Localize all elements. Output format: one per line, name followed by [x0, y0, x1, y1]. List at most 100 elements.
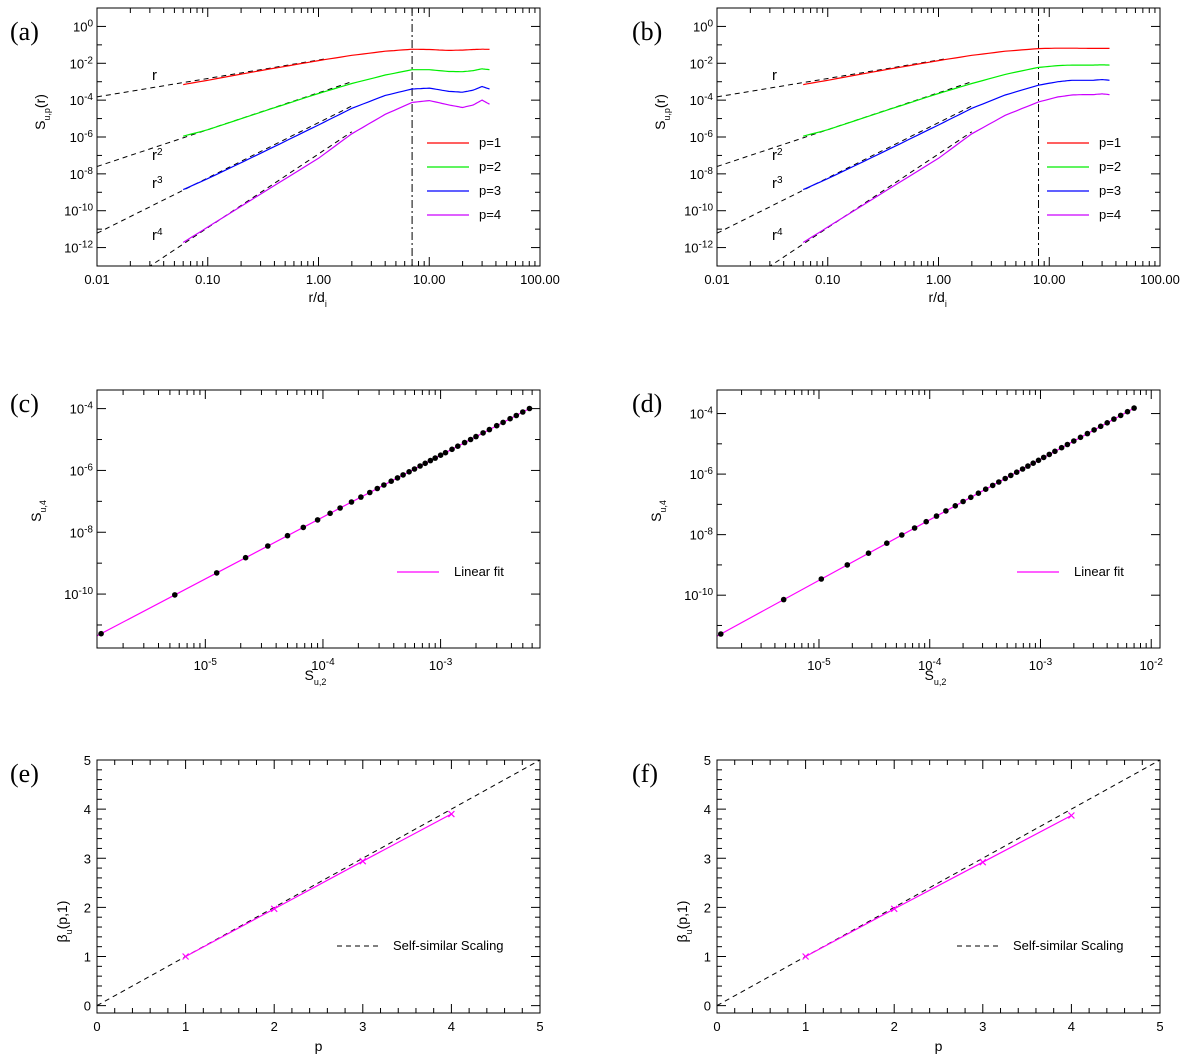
tick-base: 10: [70, 463, 84, 478]
tick-base: 10: [690, 93, 704, 108]
panel-c: (c)10-5 10-4 10-310-1010-810-610-4Su,2Su,4…: [10, 389, 541, 687]
label-tail: (r): [32, 94, 48, 108]
data-point: [467, 436, 474, 443]
data-point: [417, 463, 423, 469]
self-similar-line: [96, 759, 541, 1007]
data-point: [1052, 448, 1058, 455]
y-tick-label: 10-10: [64, 586, 93, 603]
label-main: r/d: [309, 289, 325, 305]
measured-line: [805, 814, 1072, 958]
superscript: -4: [84, 92, 93, 103]
data-point: [432, 455, 439, 461]
data-point: [1104, 420, 1110, 426]
data-point: [933, 513, 940, 519]
label-main: S: [32, 121, 48, 130]
superscript: -2: [704, 55, 713, 66]
x-tick-label: 10-4: [918, 657, 942, 674]
reference-label: r2: [772, 147, 783, 165]
self-similar-line: [716, 759, 1161, 1007]
data-point: [884, 540, 890, 546]
y-tick-label: 1: [704, 950, 711, 965]
superscript: 4: [157, 227, 163, 238]
data-point: [1077, 434, 1084, 441]
measured-line: [185, 813, 452, 958]
series-line-p4: [182, 99, 490, 243]
subscript: u: [64, 929, 74, 934]
label-main: S: [925, 667, 934, 683]
x-tick-label: 10-3: [429, 657, 453, 674]
data-point: [284, 532, 291, 539]
series-line-p2: [183, 68, 490, 137]
data-point: [300, 524, 307, 531]
tick-base: 10: [1140, 658, 1154, 673]
superscript: 3: [157, 175, 163, 186]
data-point: [213, 570, 220, 576]
x-tick-label: 0.10: [195, 272, 220, 287]
series-line-p3: [182, 85, 490, 191]
data-point: [461, 439, 468, 446]
superscript: -4: [704, 405, 713, 416]
label-main: β: [674, 934, 690, 942]
data-point: [1091, 427, 1097, 433]
x-axis-label: Su,2: [305, 667, 327, 687]
label-main: r: [772, 67, 777, 84]
plot-area: [97, 8, 490, 266]
y-tick-label: 10-4: [690, 92, 714, 109]
superscript: -4: [84, 400, 93, 411]
x-tick-label: 2: [891, 1019, 898, 1034]
superscript: -8: [704, 165, 713, 176]
data-point: [1071, 438, 1077, 444]
reference-label: r3: [152, 175, 163, 193]
label-main: r: [152, 67, 157, 84]
superscript: -5: [822, 657, 831, 668]
panel-d: (d)10-5 10-4 10-3 10-210-1010-810-610-4Su,2…: [632, 389, 1163, 687]
y-tick-label: 4: [704, 802, 711, 817]
legend-label: p=2: [479, 159, 501, 174]
superscript: -12: [699, 239, 714, 250]
y-tick-label: 0: [84, 999, 91, 1014]
subscript: u,2: [314, 677, 327, 687]
data-point: [899, 532, 905, 538]
data-point: [442, 449, 449, 456]
y-tick-label: 2: [704, 900, 711, 915]
superscript: -6: [704, 466, 713, 477]
y-tick-label: 10-8: [690, 165, 714, 182]
superscript: -10: [699, 202, 714, 213]
superscript: -8: [704, 526, 713, 537]
data-point: [844, 562, 851, 568]
superscript: -4: [704, 92, 713, 103]
superscript: -3: [443, 657, 452, 668]
superscript: -10: [79, 202, 94, 213]
data-point: [337, 505, 343, 511]
superscript: -12: [79, 239, 94, 250]
superscript: 2: [777, 147, 783, 158]
tick-base: 10: [73, 19, 87, 34]
label-main: r: [772, 147, 777, 164]
subscript: i: [325, 299, 327, 309]
reference-label: r: [152, 67, 157, 84]
measured-point: [447, 810, 455, 818]
x-tick-label: 4: [448, 1019, 455, 1034]
data-point: [367, 489, 373, 496]
label-tail: (r): [652, 94, 668, 108]
y-tick-label: 10-6: [70, 129, 94, 146]
data-point: [1124, 408, 1131, 415]
superscript: 3: [777, 175, 783, 186]
tick-base: 10: [1029, 658, 1043, 673]
data-point: [1046, 451, 1053, 458]
x-axis-label: r/di: [309, 289, 327, 309]
tick-base: 10: [429, 658, 443, 673]
measured-point: [1067, 812, 1075, 819]
measured-point: [979, 858, 987, 866]
data-point: [486, 426, 493, 433]
subscript: u,4: [38, 500, 48, 513]
tick-base: 10: [684, 588, 698, 603]
superscript: -10: [699, 587, 714, 598]
data-point: [314, 517, 321, 523]
y-tick-label: 3: [704, 851, 711, 866]
subscript: u,4: [658, 500, 668, 513]
y-axis-label: Su,p(r): [652, 94, 672, 130]
superscript: -6: [84, 129, 93, 140]
label-main: r: [152, 175, 157, 192]
label-main: r: [152, 227, 157, 244]
